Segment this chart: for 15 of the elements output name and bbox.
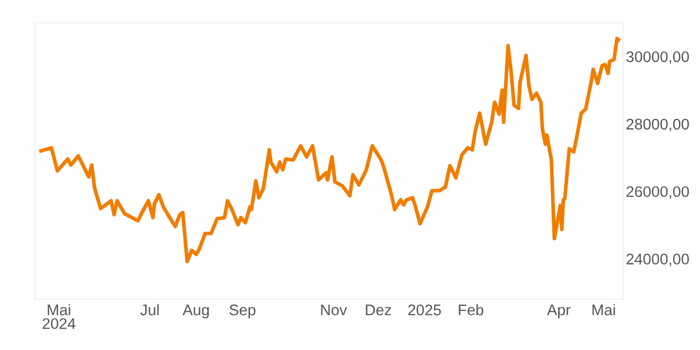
y-tick-label: 24000,00 bbox=[626, 254, 689, 266]
x-tick-label: Aug bbox=[182, 304, 209, 318]
y-tick-label: 26000,00 bbox=[626, 186, 689, 199]
x-tick-label: 2025 bbox=[408, 304, 441, 316]
x-tick-label: Feb bbox=[458, 304, 484, 316]
line-series bbox=[39, 36, 620, 264]
x-tick-label: Nov bbox=[321, 304, 348, 316]
x-tick-label: Sep bbox=[230, 304, 256, 318]
y-tick-label: 30000,00 bbox=[626, 51, 689, 64]
x-tick-label: Mai bbox=[592, 304, 615, 316]
x-tick-label: Mai 2024 bbox=[42, 304, 76, 330]
y-tick-label: 28000,00 bbox=[626, 118, 689, 132]
x-tick-label: Jul bbox=[140, 304, 159, 316]
x-tick-label: Dez bbox=[366, 304, 392, 316]
x-tick-label: Apr bbox=[546, 304, 570, 318]
